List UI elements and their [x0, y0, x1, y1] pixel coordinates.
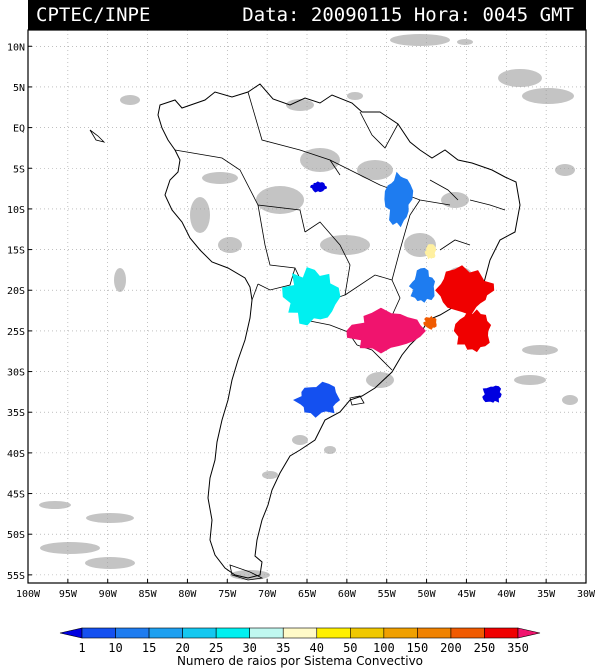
- legend-swatch: [282, 627, 318, 639]
- lon-label: 65W: [298, 589, 317, 600]
- lon-label: 40W: [497, 589, 516, 600]
- legend-swatch: [115, 627, 150, 639]
- lon-label: 50W: [418, 589, 437, 600]
- lon-label: 80W: [178, 589, 197, 600]
- legend-swatch: [383, 627, 418, 639]
- lightning-system-buenos-aires: [293, 381, 341, 418]
- legend-label: 20: [175, 641, 189, 655]
- legend-arrow-right: [517, 627, 541, 639]
- lightning-system-atlantic: [482, 385, 502, 403]
- legend-arrow-left: [59, 627, 83, 639]
- lat-label: 55S: [7, 571, 25, 582]
- legend-swatch: [249, 627, 284, 639]
- source-label: CPTEC/INPE: [36, 4, 151, 26]
- lightning-system-chaco: [282, 267, 341, 326]
- lat-label: 5N: [13, 83, 25, 94]
- lon-label: 90W: [99, 589, 118, 600]
- title-bar: CPTEC/INPE Data: 20090115 Hora: 0045 GMT: [28, 0, 586, 30]
- lightning-systems-layer: [282, 171, 502, 418]
- lon-label: 75W: [218, 589, 237, 600]
- lon-label: 70W: [258, 589, 277, 600]
- legend-swatch: [484, 627, 519, 639]
- legend-swatch: [350, 627, 385, 639]
- lat-label: 20S: [7, 286, 25, 297]
- legend-label: 10: [108, 641, 122, 655]
- legend-label: 40: [310, 641, 324, 655]
- lon-label: 100W: [16, 589, 41, 600]
- legend-swatch: [215, 627, 250, 639]
- legend-label: 100: [373, 641, 395, 655]
- cloud-cover: [39, 34, 578, 580]
- lightning-system-amazon-small: [309, 181, 327, 193]
- legend-label: 25: [209, 641, 223, 655]
- legend-label: 200: [440, 641, 462, 655]
- lat-label: 10N: [7, 42, 25, 53]
- south-america-coastline: [157, 83, 521, 579]
- lightning-system-central-north: [384, 171, 414, 228]
- legend-swatch: [417, 627, 452, 639]
- lon-label: 35W: [537, 589, 556, 600]
- legend-label: 250: [474, 641, 496, 655]
- lightning-system-goias: [424, 244, 437, 260]
- lat-label: 30S: [7, 368, 25, 379]
- legend-label: 15: [142, 641, 156, 655]
- lat-label: 5S: [13, 164, 25, 175]
- lightning-system-minas: [408, 267, 436, 303]
- latitude-labels: 10N 5N EQ 5S 10S 15S 20S 25S 30S 35S 40S 45S 50S 55S: [7, 42, 32, 582]
- legend-swatch: [450, 627, 485, 639]
- islands: [89, 129, 365, 581]
- legend-title: Numero de raios por Sistema Convectivo: [176, 654, 424, 668]
- lat-label: 15S: [7, 246, 25, 257]
- lon-label: 55W: [378, 589, 397, 600]
- legend-swatch: [81, 627, 116, 639]
- legend-swatch: [182, 627, 217, 639]
- legend-label: 30: [242, 641, 256, 655]
- datetime-label: Data: 20090115 Hora: 0045 GMT: [242, 4, 574, 26]
- lat-label: EQ: [13, 124, 25, 135]
- legend-swatch: [316, 627, 351, 639]
- lightning-system-paraguay: [346, 307, 426, 354]
- longitude-labels: 100W 95W 90W 85W 80W 75W 70W 65W 60W 55W 50W 45W 40W…: [16, 579, 596, 600]
- lon-label: 60W: [338, 589, 357, 600]
- lat-label: 50S: [7, 530, 25, 541]
- legend-label: 150: [407, 641, 429, 655]
- lat-label: 10S: [7, 205, 25, 216]
- lon-label: 95W: [59, 589, 78, 600]
- lightning-system-sudeste: [435, 265, 495, 316]
- legend-swatch: [148, 627, 183, 639]
- color-legend: 1 10 15 20 25 30 35 40 50 100 150 200 250 350: [59, 627, 541, 655]
- lon-label: 30W: [577, 589, 596, 600]
- legend-label: 1: [78, 641, 85, 655]
- lon-label: 85W: [139, 589, 158, 600]
- lat-label: 40S: [7, 449, 25, 460]
- legend-label: 350: [507, 641, 529, 655]
- lat-label: 25S: [7, 327, 25, 338]
- lon-label: 45W: [457, 589, 476, 600]
- lat-label: 45S: [7, 490, 25, 501]
- lightning-system-parana: [423, 315, 437, 330]
- lat-label: 35S: [7, 408, 25, 419]
- legend-label: 35: [276, 641, 290, 655]
- legend-label: 50: [343, 641, 357, 655]
- lightning-system-sao-paulo-coast: [453, 309, 492, 353]
